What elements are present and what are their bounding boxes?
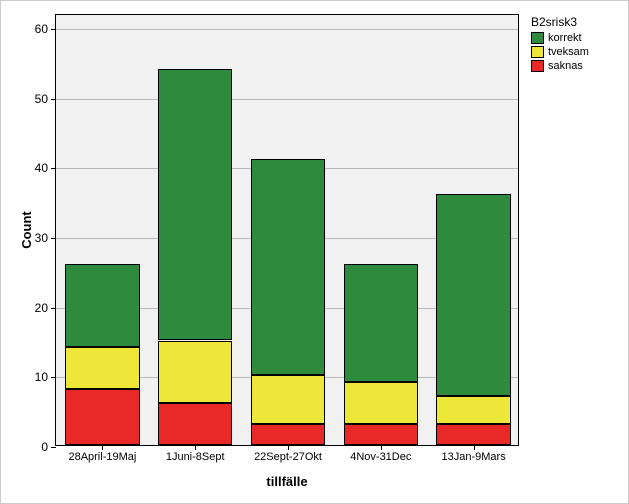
bar-seg-tveksam	[158, 341, 232, 404]
x-tick	[102, 445, 103, 450]
legend-swatch-tveksam	[531, 46, 544, 58]
x-tick-label: 4Nov-31Dec	[350, 451, 411, 463]
legend-item-korrekt: korrekt	[531, 31, 589, 45]
x-tick-label: 1Juni-8Sept	[166, 451, 225, 463]
x-axis-label: tillfälle	[266, 474, 307, 489]
gridline	[56, 99, 518, 100]
bar-seg-saknas	[158, 403, 232, 445]
chart-container: 0 10 20 30 40 50 60 28April-19Maj 1Juni-8Sept 22S…	[0, 0, 629, 504]
y-tick	[51, 447, 56, 448]
bar-seg-saknas	[436, 424, 510, 445]
y-tick-label: 10	[35, 370, 48, 384]
x-tick-label: 28April-19Maj	[68, 451, 136, 463]
y-tick-label: 20	[35, 301, 48, 315]
y-tick	[51, 377, 56, 378]
bar-seg-tveksam	[344, 382, 418, 424]
legend-title: B2srisk3	[531, 15, 589, 29]
legend-label-saknas: saknas	[548, 59, 583, 73]
bar-seg-saknas	[251, 424, 325, 445]
bar-seg-tveksam	[65, 347, 139, 389]
y-tick-label: 50	[35, 92, 48, 106]
bar-seg-tveksam	[436, 396, 510, 424]
bar-seg-korrekt	[251, 159, 325, 375]
legend-item-tveksam: tveksam	[531, 45, 589, 59]
y-tick	[51, 238, 56, 239]
y-tick-label: 60	[35, 22, 48, 36]
bar-seg-saknas	[65, 389, 139, 445]
y-tick	[51, 29, 56, 30]
x-tick-label: 22Sept-27Okt	[254, 451, 322, 463]
bar-seg-korrekt	[158, 69, 232, 341]
x-tick	[195, 445, 196, 450]
bar-seg-tveksam	[251, 375, 325, 424]
plot-area: 010203040506028April-19Maj1Juni-8Sept22S…	[55, 14, 519, 446]
legend-swatch-korrekt	[531, 32, 544, 44]
x-tick	[381, 445, 382, 450]
y-tick	[51, 168, 56, 169]
y-tick	[51, 308, 56, 309]
y-tick-label: 40	[35, 161, 48, 175]
legend-item-saknas: saknas	[531, 59, 589, 73]
bar-seg-korrekt	[344, 264, 418, 382]
bar-seg-korrekt	[436, 194, 510, 396]
legend: B2srisk3 korrekttveksamsaknas	[531, 15, 589, 73]
y-axis-label: Count	[19, 211, 34, 249]
legend-label-korrekt: korrekt	[548, 31, 582, 45]
x-tick	[474, 445, 475, 450]
x-tick	[288, 445, 289, 450]
bar-seg-saknas	[344, 424, 418, 445]
x-tick-label: 13Jan-9Mars	[441, 451, 505, 463]
bar-seg-korrekt	[65, 264, 139, 348]
y-tick	[51, 99, 56, 100]
y-tick-label: 0	[41, 440, 48, 454]
legend-label-tveksam: tveksam	[548, 45, 589, 59]
legend-swatch-saknas	[531, 60, 544, 72]
y-tick-label: 30	[35, 231, 48, 245]
gridline	[56, 29, 518, 30]
